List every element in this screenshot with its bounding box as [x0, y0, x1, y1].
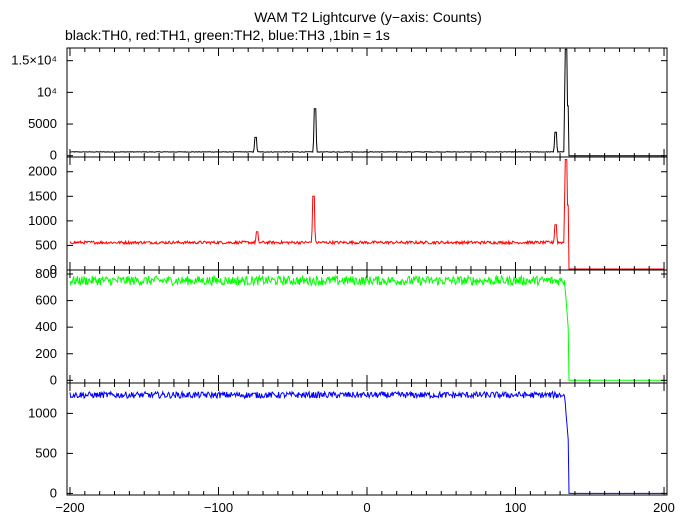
series-th1 — [69, 159, 664, 270]
y-tick-label: 10⁴ — [37, 84, 57, 99]
y-tick-label: 500 — [35, 445, 57, 460]
series-th2 — [69, 274, 664, 381]
x-tick-label: 200 — [653, 500, 675, 515]
panel-th3: 0 500 1000 −200 −100 0 100 200 — [28, 382, 675, 515]
y-tick-label: 600 — [35, 293, 57, 308]
y-tick-label: 1500 — [28, 188, 57, 203]
x-tick-label: 0 — [363, 500, 370, 515]
y-tick-label: 500 — [35, 237, 57, 252]
y-tick-label: 400 — [35, 319, 57, 334]
panel-frame — [66, 269, 668, 384]
panel-frame — [66, 382, 668, 496]
y-tick-label: 0 — [50, 262, 57, 277]
y-tick-label: 1.5×10⁴ — [11, 53, 57, 68]
panel-th2: 0 200 400 600 800 — [35, 266, 668, 387]
panel-th0: 0 5000 10⁴ 1.5×10⁴ — [11, 47, 668, 163]
series-th0 — [69, 48, 664, 157]
panel-th1: 0 500 1000 1500 2000 — [28, 156, 668, 277]
chart-title: WAM T2 Lightcurve (y−axis: Counts) — [254, 9, 482, 25]
x-tick-label: −100 — [204, 500, 233, 515]
y-tick-label: 2000 — [28, 164, 57, 179]
y-tick-label: 1000 — [28, 405, 57, 420]
y-tick-label: 0 — [50, 485, 57, 500]
chart-subtitle: black:TH0, red:TH1, green:TH2, blue:TH3 … — [65, 27, 390, 43]
y-tick-label: 800 — [35, 266, 57, 281]
y-tick-label: 0 — [50, 372, 57, 387]
panels: 0500010⁴1.5×10⁴0500100015002000020040060… — [11, 47, 675, 515]
y-tick-label: 0 — [50, 148, 57, 163]
panel-frame — [66, 47, 668, 158]
series-th3 — [69, 389, 664, 494]
x-tick-label: −200 — [55, 500, 84, 515]
y-tick-label: 200 — [35, 346, 57, 361]
y-tick-label: 1000 — [28, 213, 57, 228]
panel-frame — [66, 156, 668, 271]
y-tick-label: 5000 — [28, 116, 57, 131]
x-tick-label: 100 — [505, 500, 527, 515]
